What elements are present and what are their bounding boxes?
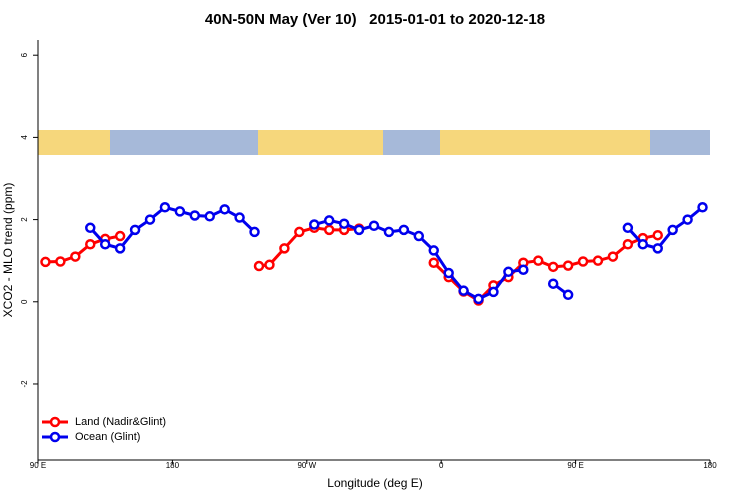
point (234, 212, 245, 223)
point (159, 202, 171, 213)
point (383, 226, 395, 238)
point (174, 206, 186, 217)
legend-marker (49, 431, 61, 443)
point (204, 211, 215, 222)
y-tick-label: 2 (20, 217, 29, 222)
x-tick-label: 90 W (297, 461, 316, 470)
point (55, 256, 66, 267)
point (503, 266, 514, 278)
x-tick-label: 180 (166, 461, 180, 470)
x-axis-label: Longitude (deg E) (327, 476, 422, 490)
point (264, 259, 275, 271)
point (518, 264, 529, 275)
point (607, 251, 619, 262)
point (622, 238, 634, 250)
point (368, 220, 380, 232)
y-tick-label: 4 (20, 135, 29, 140)
point (473, 293, 484, 305)
point (398, 224, 410, 236)
point (353, 224, 365, 236)
point (99, 238, 111, 250)
point (697, 202, 708, 213)
point (428, 257, 439, 268)
point (652, 243, 663, 254)
point (652, 229, 663, 241)
point (114, 243, 126, 254)
y-tick-label: -2 (20, 380, 29, 388)
point (533, 255, 544, 266)
point (562, 289, 574, 301)
legend-label: Land (Nadir&Glint) (75, 416, 166, 428)
y-tick-label: 6 (20, 52, 29, 57)
point (114, 230, 126, 242)
land-band (440, 130, 650, 155)
point (547, 261, 559, 273)
land-band (258, 130, 383, 155)
x-tick-label: 0 (439, 461, 444, 470)
point (249, 226, 260, 238)
point (144, 214, 156, 225)
point (592, 255, 604, 266)
point (682, 214, 693, 225)
point (294, 226, 305, 238)
point (547, 278, 559, 289)
point (253, 260, 265, 272)
y-axis-label: XCO2 - MLO trend (ppm) (1, 183, 15, 318)
point (323, 215, 335, 226)
legend-marker (49, 416, 61, 428)
point (85, 238, 96, 250)
chart-title: 40N-50N May (Ver 10) 2015-01-01 to 2020-… (205, 11, 545, 28)
point (562, 260, 574, 271)
y-tick-label: 0 (20, 299, 29, 304)
point (323, 224, 335, 236)
point (129, 224, 141, 236)
point (458, 285, 469, 296)
point (622, 222, 634, 234)
point (85, 222, 96, 234)
point (309, 219, 320, 230)
point (70, 251, 81, 262)
point (488, 286, 499, 298)
point (40, 256, 51, 268)
point (279, 243, 290, 254)
point (219, 204, 230, 215)
legend-label: Ocean (Glint) (75, 431, 140, 443)
point (189, 210, 201, 221)
point (667, 224, 678, 236)
point (428, 245, 439, 256)
land-band (38, 130, 110, 155)
point (637, 238, 649, 250)
x-tick-label: 180 (703, 461, 717, 470)
point (443, 267, 454, 279)
point (413, 230, 425, 242)
point (338, 218, 350, 229)
map-strip (38, 130, 710, 155)
point (577, 256, 589, 267)
x-tick-label: 90 E (567, 461, 583, 470)
x-tick-label: 90 E (30, 461, 46, 470)
